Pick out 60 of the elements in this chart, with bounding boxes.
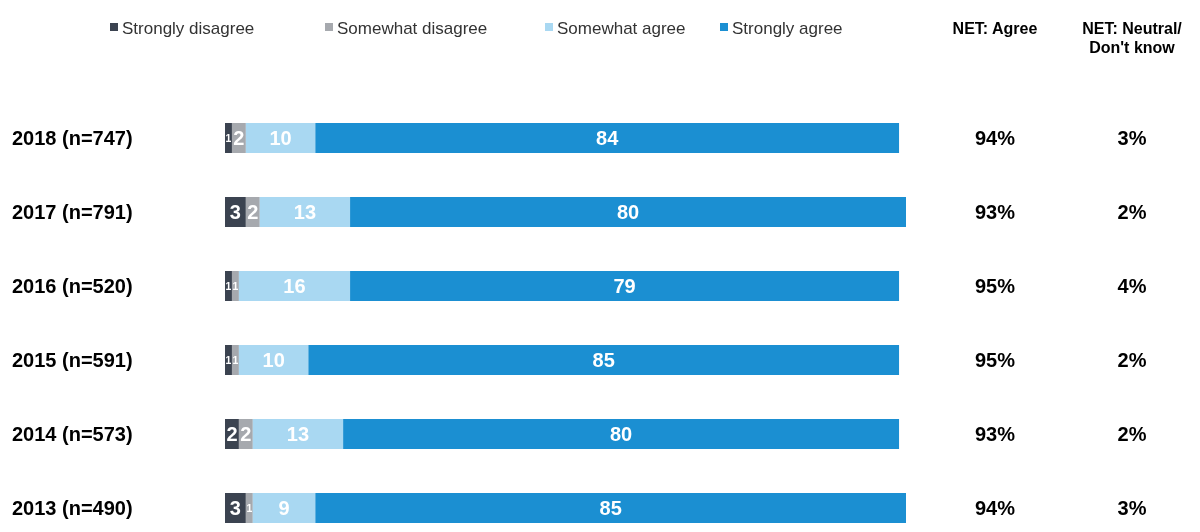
bar xyxy=(350,197,906,227)
text: 94% xyxy=(974,497,1016,519)
text: 2% xyxy=(1117,349,1147,371)
data-label: 2 xyxy=(240,423,252,445)
text: 2% xyxy=(1117,201,1147,223)
text: 2% xyxy=(1117,423,1147,445)
data-label: 3 xyxy=(229,497,241,519)
text: 93% xyxy=(974,423,1016,445)
data-label: 2 xyxy=(233,127,245,149)
text: NET: Agree xyxy=(952,19,1038,37)
bar xyxy=(315,123,900,153)
data-label: 10 xyxy=(262,349,285,371)
y-tick-label: 2017 (n=791) xyxy=(12,201,133,223)
legend-label: Somewhat disagree xyxy=(337,18,488,38)
legend-label: Strongly agree xyxy=(732,18,843,38)
y-tick-label: 2015 (n=591) xyxy=(12,349,133,371)
data-label: 84 xyxy=(596,127,620,149)
bar xyxy=(238,271,351,301)
legend-label: Strongly disagree xyxy=(122,18,255,38)
data-label: 16 xyxy=(283,275,306,297)
data-label: 79 xyxy=(613,275,636,297)
data-label: 1 xyxy=(225,132,232,144)
data-label: 2 xyxy=(247,201,259,223)
y-tick-label: 2013 (n=490) xyxy=(12,497,133,519)
data-label: 1 xyxy=(225,280,232,292)
data-label: 85 xyxy=(599,497,622,519)
data-label: 1 xyxy=(246,502,253,514)
y-tick-label: 2014 (n=573) xyxy=(12,423,133,445)
y-tick-label: 2016 (n=520) xyxy=(12,275,133,297)
bar xyxy=(350,271,900,301)
data-label: 13 xyxy=(286,423,310,445)
legend-label: Somewhat agree xyxy=(557,18,686,38)
text: 95% xyxy=(974,275,1016,297)
bar xyxy=(252,493,316,523)
bar xyxy=(245,123,316,153)
text: 4% xyxy=(1117,275,1147,297)
data-label: 13 xyxy=(293,201,317,223)
data-label: 80 xyxy=(609,423,633,445)
text: NET: Neutral/ Don't know xyxy=(1082,19,1183,56)
bar xyxy=(308,345,900,375)
y-tick-label: 2018 (n=747) xyxy=(12,127,133,149)
bar xyxy=(315,493,906,523)
bar xyxy=(238,345,309,375)
data-label: 10 xyxy=(269,127,292,149)
data-label: 9 xyxy=(278,497,290,519)
text: 95% xyxy=(974,349,1016,371)
data-label: 1 xyxy=(225,354,232,366)
data-label: 1 xyxy=(232,354,239,366)
text: 93% xyxy=(974,201,1016,223)
data-label: 80 xyxy=(616,201,640,223)
text: 3% xyxy=(1117,497,1147,519)
bar xyxy=(252,419,344,449)
data-label: 3 xyxy=(229,201,241,223)
data-label: 85 xyxy=(592,349,615,371)
text: 3% xyxy=(1117,127,1147,149)
bar xyxy=(343,419,900,449)
text: 94% xyxy=(974,127,1016,149)
data-label: 2 xyxy=(226,423,238,445)
data-label: 1 xyxy=(232,280,239,292)
bar xyxy=(259,197,351,227)
